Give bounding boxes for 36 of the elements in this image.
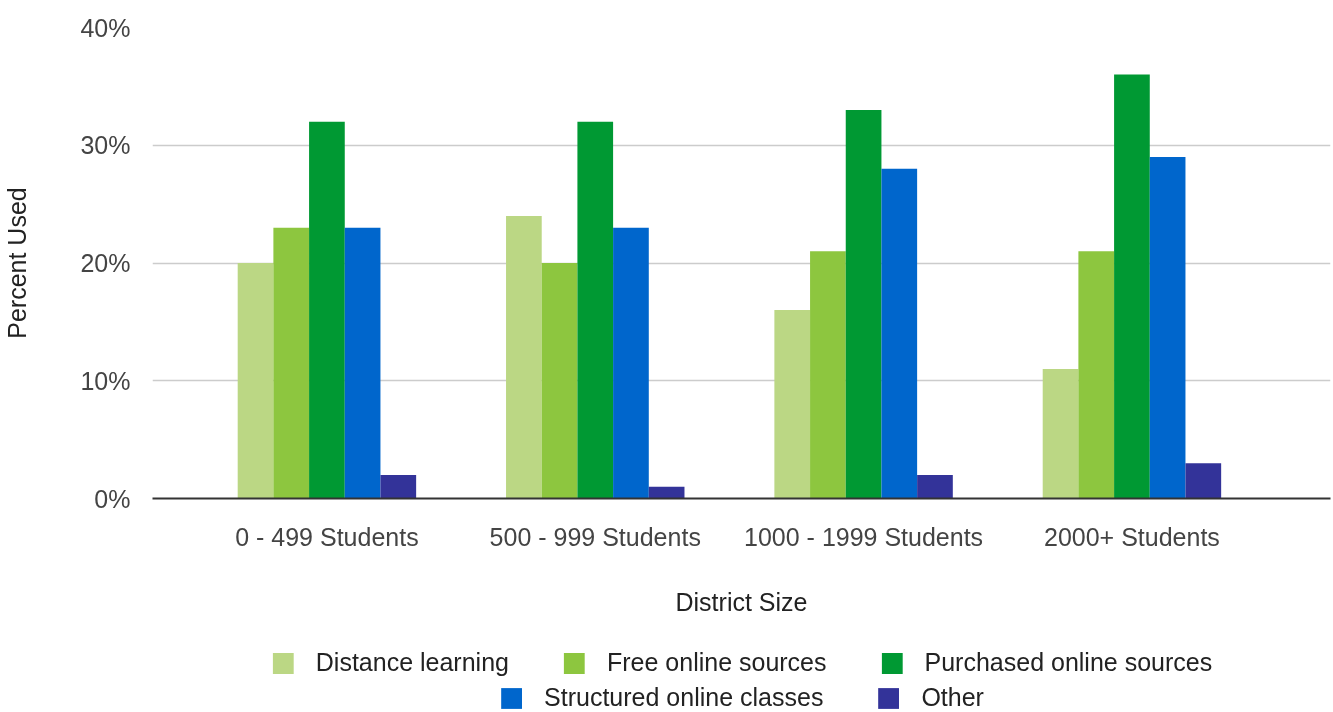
bar [648, 486, 685, 499]
y-tick-label: 40% [80, 13, 131, 42]
bar [541, 263, 578, 499]
bar [309, 121, 345, 499]
bar [774, 310, 811, 499]
bar [1078, 251, 1115, 499]
bar [1114, 74, 1150, 499]
bar [237, 263, 274, 499]
bar [577, 121, 614, 499]
bar [881, 168, 918, 499]
bar [273, 227, 310, 499]
y-tick-label: 0% [94, 484, 131, 513]
bar [1185, 463, 1222, 499]
x-tick-label: 2000+ Students [1044, 522, 1220, 551]
legend-label: Free online sources [606, 648, 827, 677]
y-tick-label: 10% [80, 366, 131, 395]
x-axis-title: District Size [675, 587, 808, 616]
legend-label: Structured online classes [544, 683, 824, 712]
y-tick-label: 20% [80, 249, 131, 277]
bar [810, 251, 846, 499]
bar [1042, 368, 1079, 499]
y-tick-label: 30% [80, 131, 131, 160]
legend-label: Other [921, 683, 984, 712]
y-axis-title: Percent Used [3, 187, 32, 339]
bar [845, 109, 882, 499]
bar [613, 227, 649, 499]
bar [380, 474, 417, 499]
legend-label: Distance learning [315, 648, 509, 677]
bar [917, 474, 953, 499]
x-tick-label: 500 - 999 Students [489, 522, 701, 551]
x-tick-label: 1000 - 1999 Students [744, 522, 984, 551]
x-tick-label: 0 - 499 Students [235, 522, 419, 551]
bar [1149, 157, 1186, 499]
bar [506, 215, 542, 499]
bar [344, 227, 381, 499]
legend-label: Purchased online sources [924, 648, 1213, 677]
